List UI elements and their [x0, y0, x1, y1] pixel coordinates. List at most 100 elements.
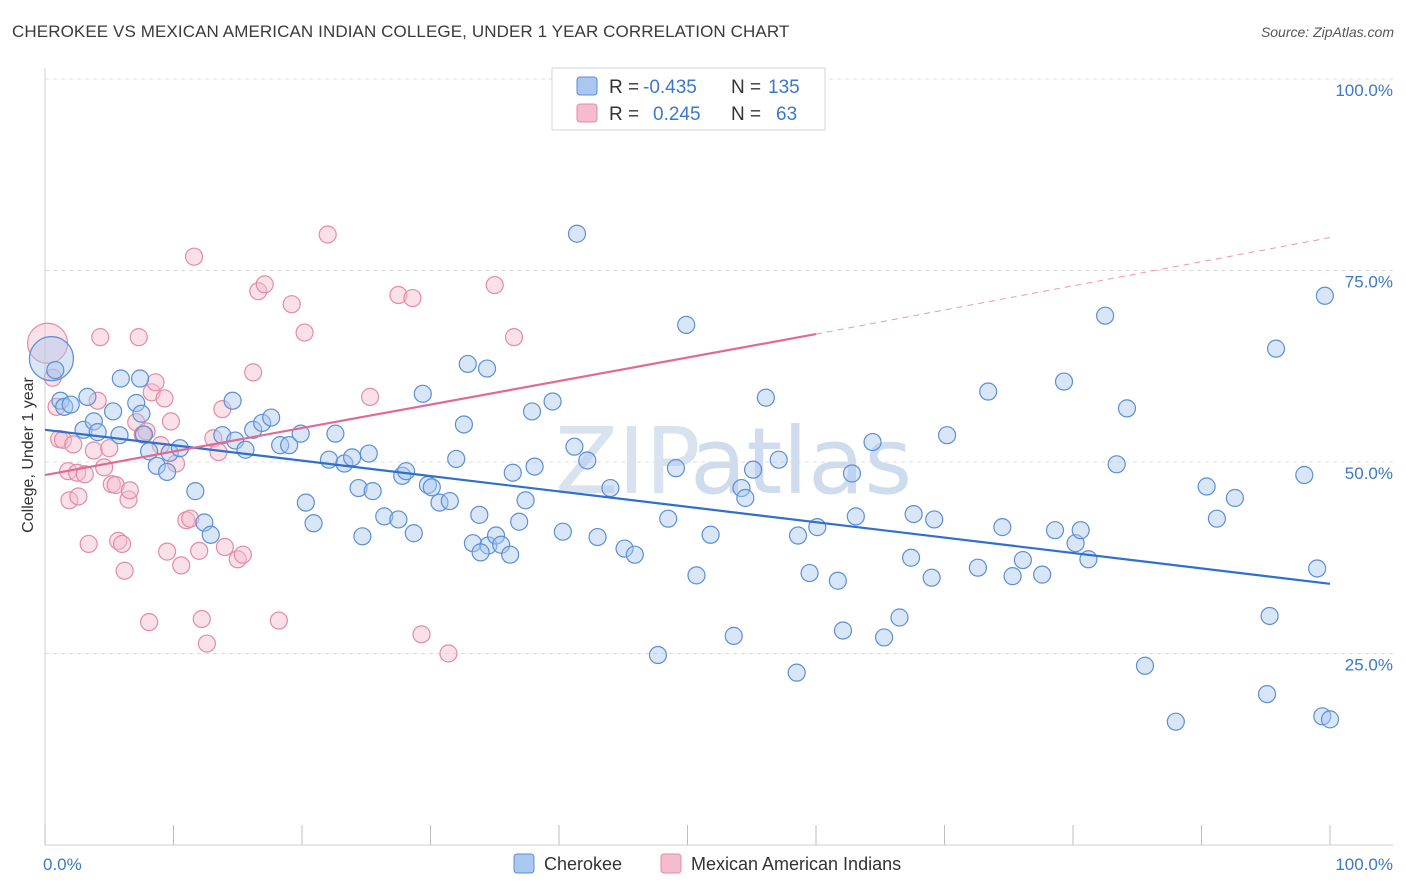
mexican-point [403, 288, 422, 308]
mexican-point [282, 295, 301, 314]
cherokee-point [701, 525, 720, 544]
cherokee-point [84, 412, 103, 431]
cherokee-point [833, 621, 853, 640]
axes [44, 68, 1393, 846]
legend-swatch-cherokee [513, 853, 535, 874]
mexican-point [249, 282, 268, 301]
cherokee-point [110, 426, 129, 445]
mexican-point [192, 609, 211, 629]
cherokee-point [454, 415, 474, 434]
x-tick-labels: 0.0% 100.0% [43, 855, 1393, 874]
mexican-point [233, 545, 252, 564]
stats-r-label-mexican: R = [609, 104, 639, 125]
cherokee-point [359, 444, 378, 463]
mexican-point [60, 491, 79, 510]
cherokee-point [413, 384, 432, 403]
cherokee-point [396, 462, 416, 481]
cherokee-point [968, 558, 988, 577]
mexican-point [64, 435, 83, 454]
cherokee-point [724, 626, 743, 645]
cherokee-point [157, 462, 177, 482]
cherokee-point [788, 526, 808, 545]
cherokee-point [61, 395, 80, 414]
cherokee-point [104, 402, 123, 421]
cherokee-point [389, 510, 408, 529]
cherokee-point [134, 425, 154, 444]
cherokee-point [565, 437, 584, 456]
cherokee-point [732, 478, 751, 498]
grid [45, 78, 1393, 654]
mexican-point [215, 537, 234, 557]
mexican-trend-line [44, 332, 817, 477]
mexican-point [100, 439, 119, 458]
stats-box: R = -0.435 N = 135 R = 0.245 N = 63 [551, 67, 826, 131]
mexican-point [75, 465, 94, 484]
cherokee-point [1117, 399, 1137, 418]
mexican-point [137, 422, 156, 441]
cherokee-point [648, 645, 668, 665]
stats-swatch-mexican [576, 103, 598, 123]
stats-n-mexican: 63 [776, 104, 797, 125]
cherokee-point [501, 545, 520, 564]
mexican-point [119, 490, 138, 509]
cherokee-point [1054, 372, 1074, 391]
mexican-point [155, 389, 174, 408]
cherokee-point [1003, 567, 1022, 586]
cherokee-point [236, 440, 255, 459]
legend-label-cherokee: Cherokee [544, 854, 622, 874]
cherokee-points [28, 224, 1340, 731]
cherokee-point [677, 315, 696, 334]
cherokee-point [1013, 550, 1032, 570]
mexican-point [129, 328, 148, 347]
cherokee-point [1166, 712, 1185, 731]
stats-r-label-cherokee: R = [609, 77, 639, 98]
cherokee-point [736, 488, 755, 508]
stats-r-cherokee: -0.435 [643, 77, 697, 98]
cherokee-point [404, 524, 423, 543]
y-axis-label: College, Under 1 year [20, 377, 37, 533]
stats-r-mexican: 0.245 [653, 104, 701, 125]
cherokee-point [846, 507, 865, 526]
mexican-point [361, 387, 380, 406]
cherokee-point [1320, 710, 1340, 729]
mexican-points [26, 225, 524, 663]
mexican-point [115, 561, 134, 580]
stats-n-cherokee: 135 [768, 77, 800, 98]
mexican-point [106, 475, 125, 495]
cherokee-trend-line [44, 428, 1331, 585]
mexican-point [161, 412, 181, 431]
cherokee-point [186, 482, 205, 501]
cherokee-point [1207, 509, 1227, 528]
cherokee-point [253, 413, 272, 433]
cherokee-point [326, 424, 345, 443]
mexican-point [112, 534, 132, 554]
cherokee-point [111, 369, 130, 388]
cherokee-point [659, 509, 678, 528]
cherokee-point [1260, 606, 1279, 626]
cherokee-point [1135, 656, 1155, 675]
cherokee-point [470, 505, 489, 524]
cherokee-point [440, 491, 459, 511]
watermark-atlas: atlas [690, 408, 912, 515]
cherokee-point [993, 518, 1012, 537]
trend-lines [44, 237, 1331, 585]
cherokee-point [78, 387, 97, 406]
mexican-point [197, 634, 217, 653]
mexican-point [95, 458, 114, 477]
cherokee-point [510, 512, 529, 531]
cherokee-point [127, 393, 146, 413]
mexican-point [269, 611, 288, 630]
mexican-point [184, 247, 204, 266]
cherokee-point [925, 510, 944, 529]
mexican-point [139, 612, 159, 632]
y-tick-label: 100.0% [1335, 81, 1393, 100]
cherokee-point [375, 507, 394, 526]
stats-n-label-cherokee: N = [731, 77, 761, 98]
cherokee-point [363, 482, 382, 501]
cherokee-point [471, 543, 490, 562]
cherokee-point [553, 522, 572, 541]
cherokee-point [687, 566, 706, 585]
mexican-point [91, 328, 110, 347]
cherokee-point [1033, 565, 1052, 584]
cherokee-point [666, 459, 686, 478]
